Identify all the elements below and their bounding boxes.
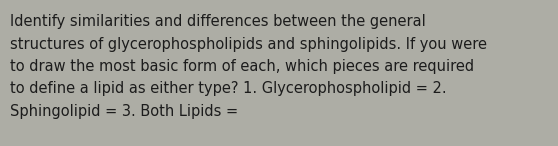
Text: to define a lipid as either type? 1. Glycerophospholipid = 2.: to define a lipid as either type? 1. Gly…	[10, 81, 446, 97]
Text: structures of glycerophospholipids and sphingolipids. If you were: structures of glycerophospholipids and s…	[10, 36, 487, 52]
Text: Sphingolipid = 3. Both Lipids =: Sphingolipid = 3. Both Lipids =	[10, 104, 238, 119]
Text: to draw the most basic form of each, which pieces are required: to draw the most basic form of each, whi…	[10, 59, 474, 74]
Text: Identify similarities and differences between the general: Identify similarities and differences be…	[10, 14, 426, 29]
